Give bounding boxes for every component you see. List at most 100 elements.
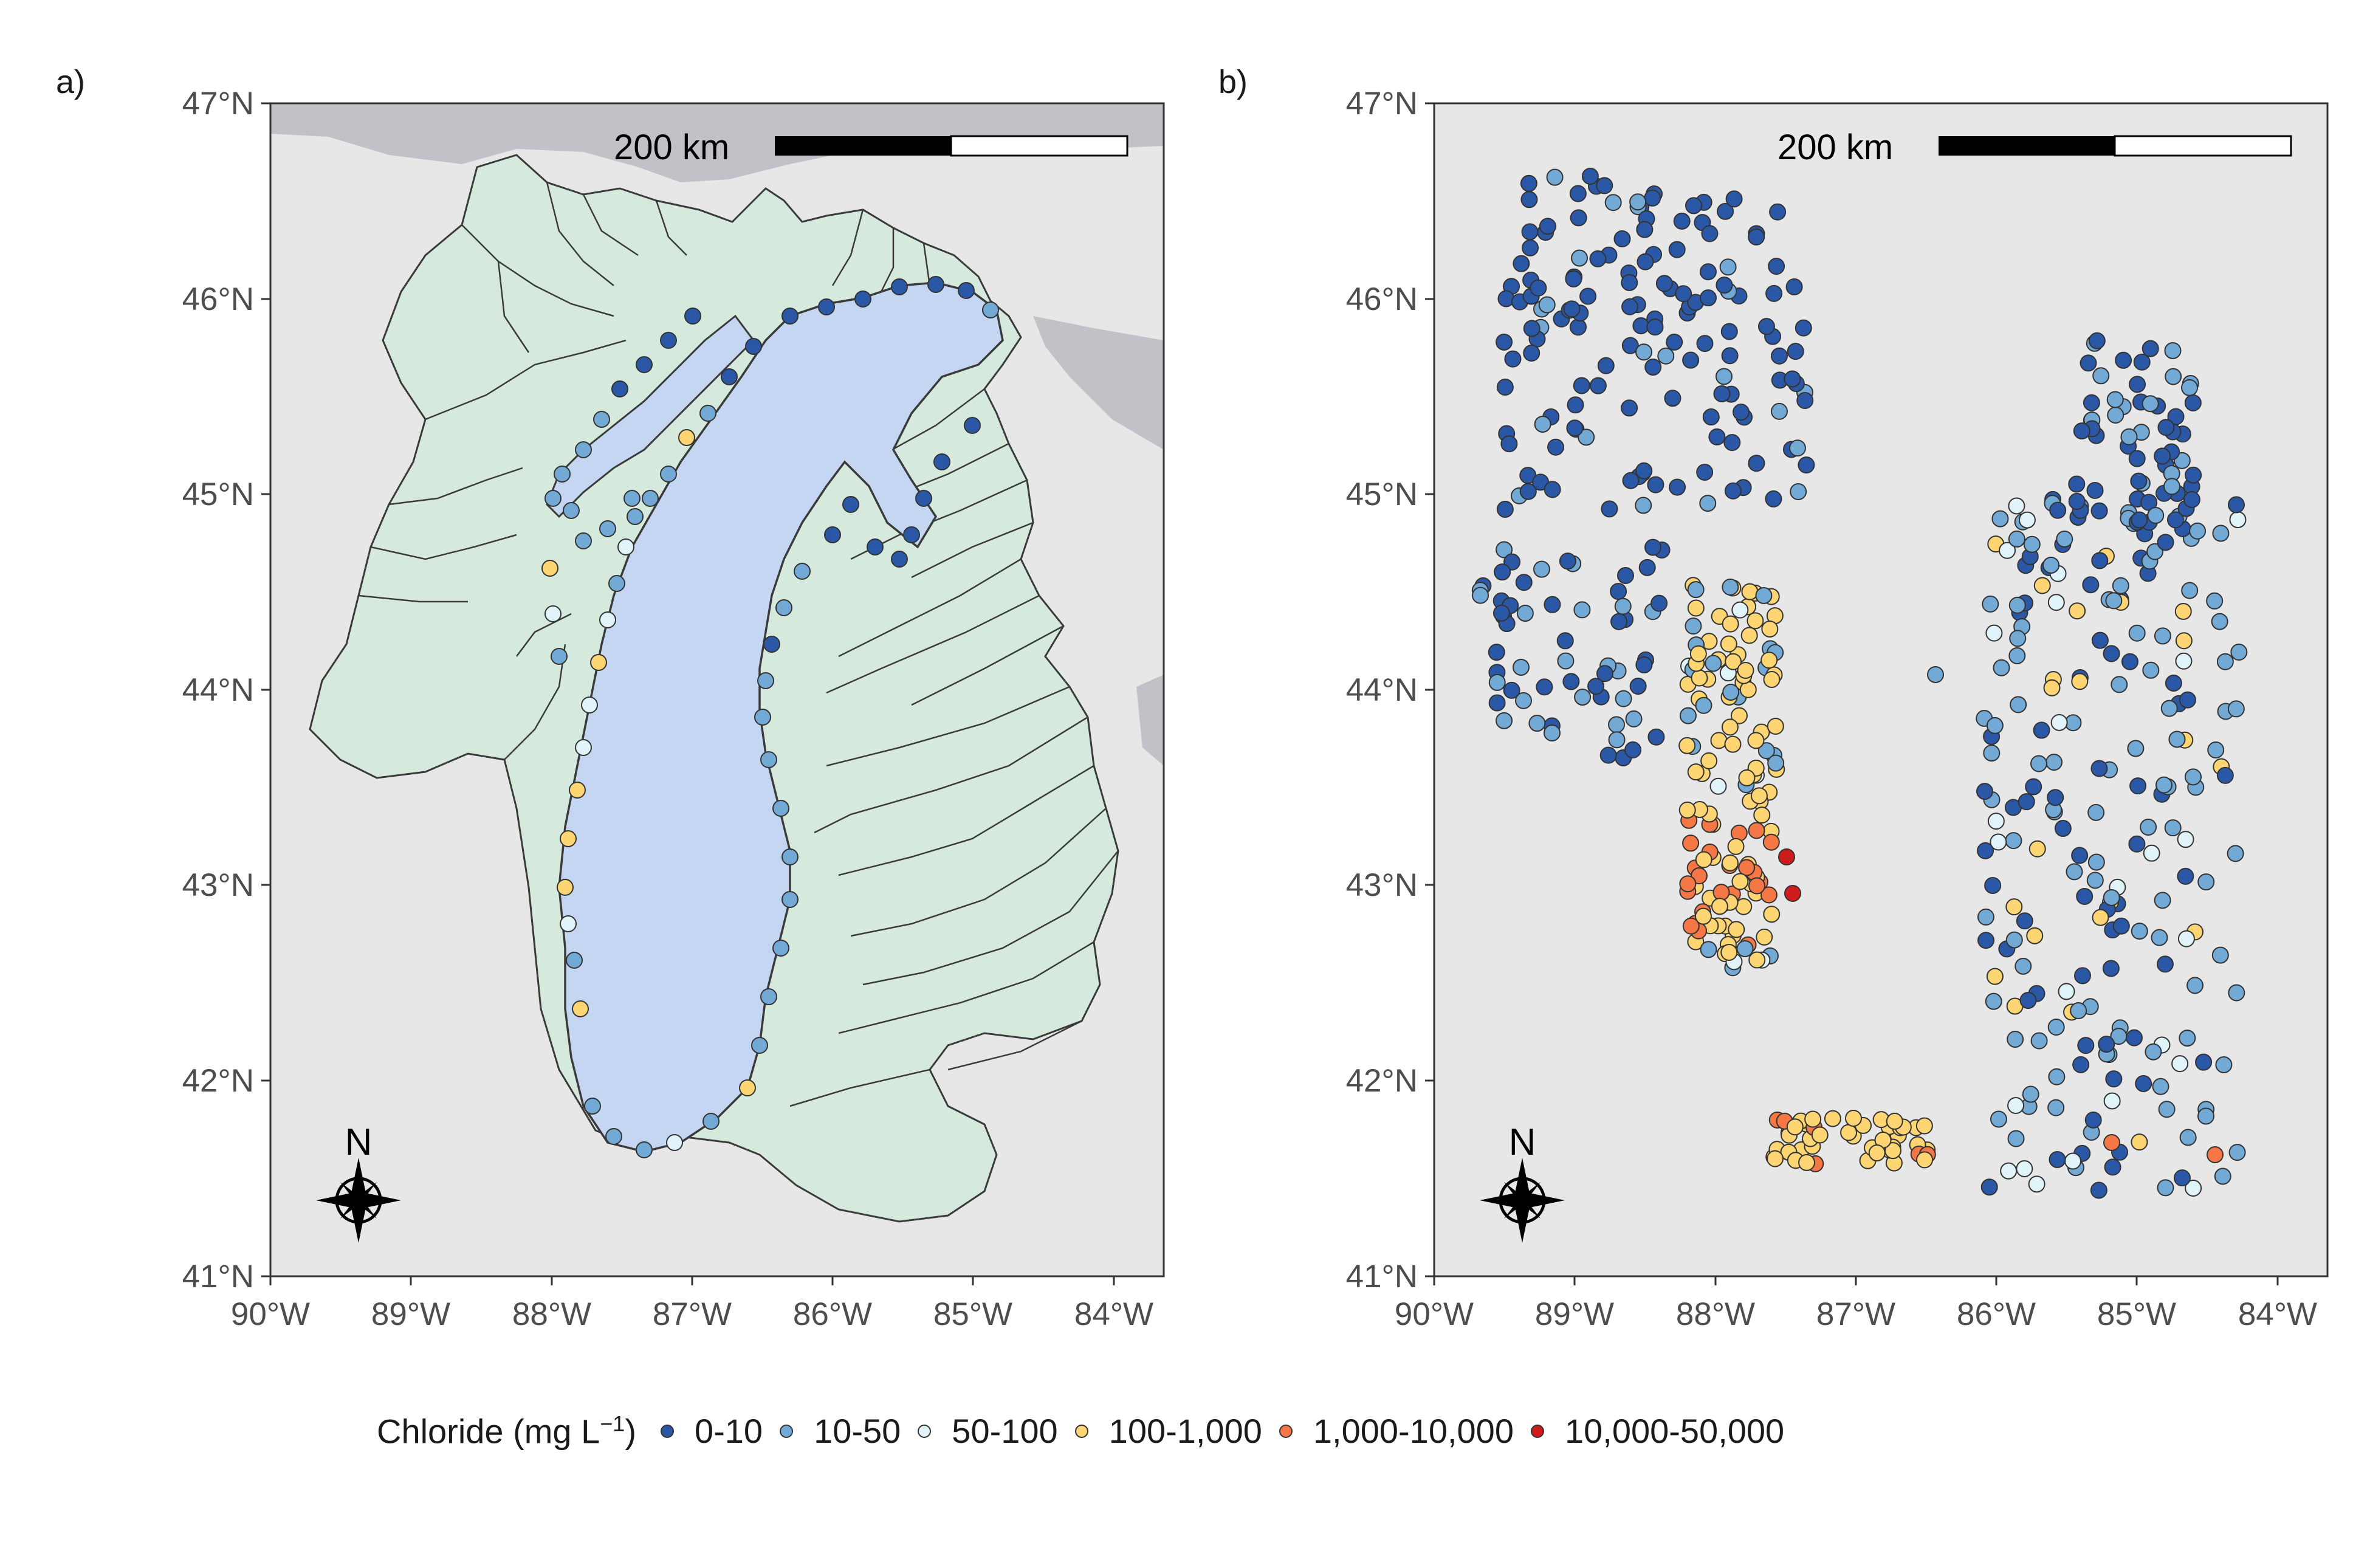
sample-point xyxy=(2049,1150,2066,1168)
sample-point xyxy=(541,560,558,577)
sample-point xyxy=(2215,1056,2233,1073)
sample-point xyxy=(1699,289,1717,307)
lake-superior-a xyxy=(270,103,1164,182)
sample-point xyxy=(1610,613,1628,630)
sample-point xyxy=(1811,1126,1829,1144)
sample-point xyxy=(1655,275,1673,292)
legend-swatch xyxy=(918,1424,932,1438)
sample-point xyxy=(569,782,586,799)
sample-point xyxy=(2166,511,2184,529)
sample-point xyxy=(590,654,607,671)
sample-point xyxy=(636,356,653,373)
x-axis-b: 90°W 89°W 88°W 87°W 86°W 85°W 84°W xyxy=(1395,1276,2317,1332)
sample-point xyxy=(781,848,799,865)
y-tick-44: 44°N xyxy=(1346,672,1418,708)
sample-point xyxy=(1762,833,1780,851)
sample-point xyxy=(1687,763,1705,781)
sample-point xyxy=(1496,541,1513,559)
sample-point xyxy=(2016,912,2033,930)
legend-title-suffix: ) xyxy=(625,1412,636,1451)
y-tick-46: 46°N xyxy=(182,281,254,317)
sample-point xyxy=(2151,929,2168,946)
sample-point xyxy=(1562,673,1580,690)
map-panel-b[interactable]: 200 km N 47°N 46°N 45°N xyxy=(1346,86,2329,1332)
sample-point xyxy=(1977,908,1994,926)
sample-point xyxy=(2068,492,2086,510)
sample-point xyxy=(2211,613,2228,630)
sample-point xyxy=(1723,434,1741,452)
sample-point xyxy=(1695,696,1712,714)
scale-bar-b: 200 km xyxy=(1777,128,2292,167)
sample-point xyxy=(2146,543,2164,560)
sample-point xyxy=(1722,683,1740,701)
sample-point xyxy=(1840,1124,1858,1141)
lake-michigan-a xyxy=(558,281,1004,1153)
sample-point xyxy=(982,301,999,318)
sample-point xyxy=(1673,212,1691,230)
sample-point xyxy=(1927,666,1944,683)
sample-point xyxy=(1980,1178,1998,1196)
sample-point xyxy=(557,879,574,896)
x-tick-85: 85°W xyxy=(2097,1296,2176,1332)
sample-point xyxy=(1636,221,1654,238)
sample-point xyxy=(2072,1056,2090,1073)
sample-point xyxy=(1757,742,1775,760)
sample-point xyxy=(2164,342,2182,359)
sample-point xyxy=(1795,319,1812,337)
sample-point xyxy=(2179,1129,2197,1146)
sample-point xyxy=(1725,653,1742,670)
sample-point xyxy=(1740,627,1758,644)
sample-point xyxy=(1702,408,1720,426)
sample-point xyxy=(2042,556,2060,574)
sample-point xyxy=(1790,483,1807,501)
sample-point xyxy=(1523,320,1540,337)
sample-point xyxy=(1739,681,1757,698)
legend-label: 100-1,000 xyxy=(1108,1412,1262,1451)
sample-point xyxy=(1788,439,1806,457)
sample-point xyxy=(2028,840,2046,858)
sample-point xyxy=(1717,202,1734,220)
sample-point xyxy=(2155,776,2172,794)
sample-point xyxy=(1804,1110,1822,1128)
sample-point xyxy=(1731,873,1749,890)
sample-point xyxy=(1629,678,1647,695)
sample-point xyxy=(1621,337,1639,354)
map-panel-a[interactable]: 200 km N 47°N 46°N xyxy=(182,86,1165,1332)
sample-point xyxy=(1644,189,1661,207)
sample-point xyxy=(1488,644,1505,661)
sample-point xyxy=(2054,820,2072,837)
sample-point xyxy=(2092,909,2109,926)
sample-point xyxy=(1691,669,1708,687)
sample-point xyxy=(2033,577,2051,594)
sample-point xyxy=(933,453,950,470)
sample-point xyxy=(1629,193,1647,211)
sample-point xyxy=(1614,597,1632,615)
sample-point xyxy=(1845,1110,1862,1127)
sample-point xyxy=(1669,478,1686,496)
sample-point xyxy=(1798,1154,1816,1171)
sample-point xyxy=(560,830,577,847)
sample-point xyxy=(854,291,871,308)
legend-swatch xyxy=(660,1424,674,1438)
sample-point xyxy=(1769,203,1787,221)
sample-point xyxy=(1622,472,1640,489)
sample-point xyxy=(2104,1158,2121,1176)
sample-point xyxy=(2227,845,2244,862)
sample-points-a xyxy=(541,276,999,1158)
sample-point xyxy=(1589,250,1607,267)
sample-point xyxy=(2207,741,2225,758)
x-tick-86: 86°W xyxy=(793,1296,872,1332)
sample-point xyxy=(1983,744,2001,762)
sample-point xyxy=(2030,1032,2048,1050)
sample-point xyxy=(1547,438,1565,456)
sample-point xyxy=(2120,428,2138,445)
sample-point xyxy=(1733,404,1750,421)
sample-point xyxy=(1771,347,1788,365)
x-tick-84: 84°W xyxy=(1074,1296,1153,1332)
sample-point xyxy=(1824,1110,1841,1127)
sample-point xyxy=(1720,635,1737,653)
sample-point xyxy=(1496,712,1513,729)
sample-point xyxy=(1601,500,1618,518)
sample-point xyxy=(1760,886,1777,904)
sample-point xyxy=(1716,277,1733,294)
